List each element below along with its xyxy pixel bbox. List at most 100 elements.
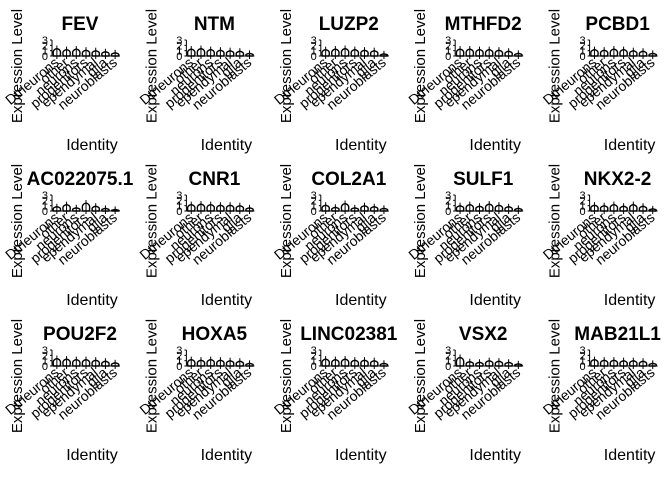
y-tick-label: 1 (311, 201, 317, 213)
y-axis-label: Expression Level (412, 9, 429, 123)
panel-title: NKX2-2 (584, 169, 652, 190)
y-tick-label: 3 (445, 345, 451, 357)
y-tick-label: 2 (579, 350, 585, 362)
y-tick-label: 1 (311, 46, 317, 58)
y-tick-label: 1 (176, 201, 182, 213)
panel-title: LINC02381 (300, 324, 398, 345)
x-axis-label: Identity (469, 292, 521, 309)
y-tick-label: 0 (445, 361, 451, 373)
x-axis-label: Identity (335, 447, 387, 464)
x-axis-label: Identity (604, 447, 656, 464)
y-tick-label: 0 (176, 51, 182, 63)
y-tick-label: 1 (445, 356, 451, 368)
panel-title: POU2F2 (43, 324, 117, 345)
y-axis-label: Expression Level (412, 319, 429, 433)
y-tick-label: 0 (445, 206, 451, 218)
x-axis-label: Identity (469, 447, 521, 464)
panel-title: AC022075.1 (27, 169, 134, 190)
y-axis-label: Expression Level (412, 164, 429, 278)
y-tick-label: 0 (176, 361, 182, 373)
panel-title: FEV (62, 14, 99, 35)
panel-title: HOXA5 (182, 324, 248, 345)
y-tick-label: 3 (176, 35, 182, 47)
x-axis-label: Identity (201, 137, 253, 154)
y-tick-label: 0 (311, 206, 317, 218)
y-tick-label: 0 (311, 51, 317, 63)
y-axis-label: Expression Level (278, 319, 295, 433)
y-tick-label: 1 (579, 46, 585, 58)
y-tick-label: 1 (445, 46, 451, 58)
y-tick-label: 2 (445, 350, 451, 362)
panel-title: VSX2 (459, 324, 508, 345)
y-tick-label: 1 (445, 201, 451, 213)
y-tick-label: 3 (579, 35, 585, 47)
y-tick-label: 2 (311, 40, 317, 52)
y-tick-label: 0 (311, 361, 317, 373)
y-axis-label: Expression Level (9, 319, 26, 433)
y-axis-label: Expression Level (143, 319, 160, 433)
y-axis-label: Expression Level (9, 9, 26, 123)
x-axis-label: Identity (201, 292, 253, 309)
y-tick-label: 1 (579, 356, 585, 368)
panel-title: MTHFD2 (445, 14, 522, 35)
y-axis-label: Expression Level (547, 319, 564, 433)
panel-title: SULF1 (453, 169, 514, 190)
y-tick-label: 2 (579, 40, 585, 52)
y-tick-label: 0 (42, 361, 48, 373)
x-axis-label: Identity (335, 292, 387, 309)
panel-title: CNR1 (189, 169, 241, 190)
y-tick-label: 1 (42, 356, 48, 368)
y-tick-label: 3 (579, 345, 585, 357)
y-tick-label: 2 (176, 350, 182, 362)
y-tick-label: 3 (579, 190, 585, 202)
y-tick-label: 0 (42, 51, 48, 63)
panel-title: NTM (194, 14, 235, 35)
y-tick-label: 1 (42, 46, 48, 58)
y-tick-label: 2 (176, 195, 182, 207)
y-tick-label: 2 (42, 350, 48, 362)
panel-title: MAB21L1 (574, 324, 661, 345)
y-tick-label: 0 (42, 206, 48, 218)
y-tick-label: 3 (176, 345, 182, 357)
x-axis-label: Identity (66, 137, 118, 154)
x-axis-label: Identity (201, 447, 253, 464)
y-axis-label: Expression Level (547, 164, 564, 278)
y-tick-label: 2 (445, 40, 451, 52)
y-tick-label: 3 (445, 190, 451, 202)
y-tick-label: 0 (579, 51, 585, 63)
y-tick-label: 3 (311, 345, 317, 357)
y-tick-label: 3 (42, 35, 48, 47)
y-axis-label: Expression Level (9, 164, 26, 278)
x-axis-label: Identity (66, 447, 118, 464)
panel-title: PCBD1 (585, 14, 650, 35)
y-axis-label: Expression Level (278, 164, 295, 278)
y-tick-label: 0 (445, 51, 451, 63)
y-tick-label: 0 (579, 361, 585, 373)
y-tick-label: 2 (176, 40, 182, 52)
y-axis-label: Expression Level (143, 9, 160, 123)
y-tick-label: 2 (42, 40, 48, 52)
y-tick-label: 2 (579, 195, 585, 207)
y-tick-label: 3 (311, 190, 317, 202)
y-tick-label: 1 (311, 356, 317, 368)
x-axis-label: Identity (604, 292, 656, 309)
y-axis-label: Expression Level (143, 164, 160, 278)
y-tick-label: 1 (42, 201, 48, 213)
y-tick-label: 2 (42, 195, 48, 207)
y-axis-label: Expression Level (278, 9, 295, 123)
y-tick-label: 0 (176, 206, 182, 218)
